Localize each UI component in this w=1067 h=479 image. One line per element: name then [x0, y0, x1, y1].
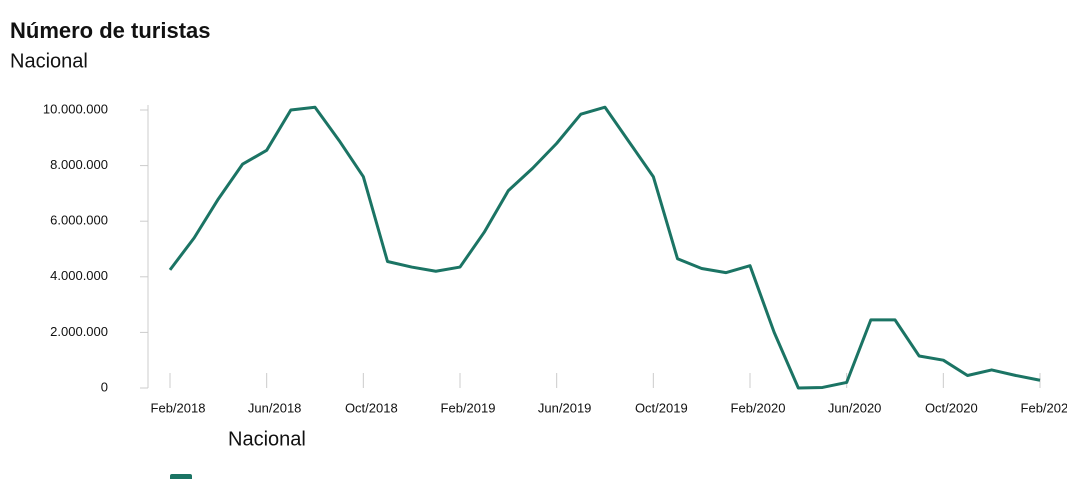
x-tick-label: Feb/2020	[731, 400, 786, 415]
x-tick-label: Jun/2019	[538, 400, 592, 415]
x-tick-label: Oct/2020	[925, 400, 978, 415]
x-tick-label: Feb/2019	[441, 400, 496, 415]
x-tick-label: Oct/2018	[345, 400, 398, 415]
x-tick-label: Jun/2020	[828, 400, 882, 415]
chart-title: Número de turistas	[10, 18, 211, 43]
x-tick-label: Feb/2021	[1021, 400, 1067, 415]
y-tick-label: 2.000.000	[50, 324, 108, 339]
legend-label: Nacional	[228, 428, 306, 450]
x-tick-label: Feb/2018	[151, 400, 206, 415]
legend-swatch	[170, 474, 192, 479]
x-tick-label: Oct/2019	[635, 400, 688, 415]
y-tick-label: 6.000.000	[50, 213, 108, 228]
line	[168, 105, 1041, 390]
y-tick-label: 4.000.000	[50, 268, 108, 283]
y-tick-label: 0	[101, 379, 108, 394]
y-tick-label: 10.000.000	[43, 101, 108, 116]
chart-subtitle: Nacional	[10, 50, 88, 72]
x-tick-label: Jun/2018	[248, 400, 302, 415]
y-tick-label: 8.000.000	[50, 157, 108, 172]
